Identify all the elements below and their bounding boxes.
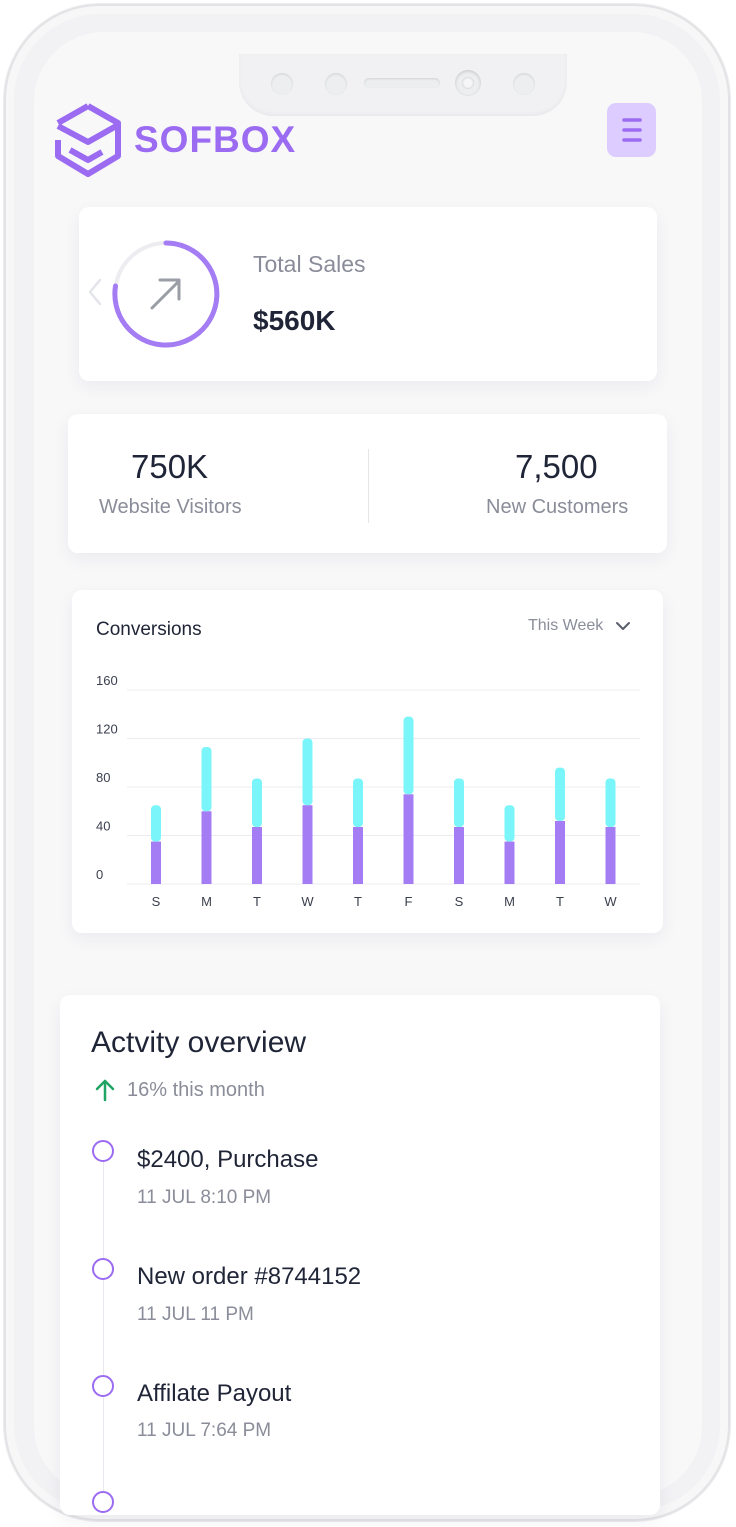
brand-name: SOFBOX xyxy=(134,119,297,160)
activity-item-title[interactable]: Affilate Payout xyxy=(137,1380,292,1407)
sensor-dot xyxy=(513,73,535,95)
timeline-dot xyxy=(92,1375,114,1397)
phone-notch xyxy=(239,54,567,116)
sensor-dot xyxy=(271,73,293,95)
range-dropdown-value: This Week xyxy=(528,617,604,634)
chart-bar-secondary xyxy=(302,738,313,806)
chart-y-tick-label: 160 xyxy=(96,673,118,688)
chart-bar-secondary xyxy=(353,778,363,828)
chart-x-tick-label: T xyxy=(556,894,564,909)
chart-bar-secondary xyxy=(252,778,262,828)
chart-x-tick-label: M xyxy=(504,894,515,909)
new-customers-value: 7,500 xyxy=(515,448,598,485)
chevron-down-icon xyxy=(616,622,631,630)
chart-bar-primary xyxy=(302,805,313,884)
chart-y-tick-label: 80 xyxy=(96,770,110,785)
activity-item-time: 11 JUL 8:10 PM xyxy=(137,1187,272,1208)
chart-y-tick-label: 120 xyxy=(96,722,118,737)
sales-progress-ring xyxy=(112,240,220,348)
arrow-up-icon xyxy=(95,1079,115,1102)
chart-bar-primary xyxy=(201,811,212,884)
brand-logo[interactable]: SOFBOX xyxy=(54,102,296,178)
chart-x-tick-label: T xyxy=(354,894,362,909)
chart-x-tick-label: F xyxy=(405,894,413,909)
activity-item-title[interactable]: $2400, Purchase xyxy=(137,1146,319,1173)
chart-x-tick-label: M xyxy=(201,894,212,909)
activity-trend-text: 16% this month xyxy=(127,1078,265,1101)
camera-lens xyxy=(455,70,481,96)
chart-y-tick-label: 0 xyxy=(96,867,103,882)
website-visitors-value: 750K xyxy=(131,448,209,485)
chart-bar-primary xyxy=(555,820,565,884)
timeline-dot xyxy=(92,1258,114,1280)
chart-bar-primary xyxy=(151,841,161,884)
activity-title: Actvity overview xyxy=(91,1026,307,1059)
chart-bar-primary xyxy=(403,794,414,884)
total-sales-card xyxy=(79,207,657,381)
chart-bar-secondary xyxy=(454,778,464,828)
cube-logo-icon xyxy=(55,103,121,177)
chevron-left-icon[interactable] xyxy=(87,278,103,306)
chart-x-tick-label: W xyxy=(604,894,617,909)
activity-item-title[interactable]: New order #8744152 xyxy=(137,1263,362,1290)
total-sales-value: $560K xyxy=(253,305,336,336)
chart-bar-secondary xyxy=(151,805,161,842)
chart-x-tick-label: W xyxy=(301,894,314,909)
chart-bar-secondary xyxy=(201,746,212,812)
activity-card xyxy=(60,995,660,1515)
arrow-up-right-icon xyxy=(150,278,181,310)
stats-divider xyxy=(368,449,369,523)
conversions-title: Conversions xyxy=(96,619,202,640)
new-customers-label: New Customers xyxy=(486,496,629,518)
timeline-dot xyxy=(92,1140,114,1162)
chart-bar-secondary xyxy=(555,767,565,821)
chart-bar-primary xyxy=(504,841,515,884)
chart-x-tick-label: S xyxy=(152,894,161,909)
timeline-dot xyxy=(92,1491,114,1513)
timeline-line xyxy=(103,1152,104,1512)
chart-y-tick-label: 40 xyxy=(96,819,110,834)
chart-x-tick-label: T xyxy=(253,894,261,909)
hamburger-menu-icon xyxy=(621,118,642,142)
chart-bar-primary xyxy=(353,827,363,884)
chart-bar-primary xyxy=(605,827,616,884)
stats-card xyxy=(68,414,667,553)
website-visitors-label: Website Visitors xyxy=(99,496,242,518)
chart-bar-secondary xyxy=(403,716,414,795)
range-dropdown[interactable]: This Week xyxy=(528,617,631,635)
chart-bar-primary xyxy=(252,827,262,884)
activity-item-time: 11 JUL 7:64 PM xyxy=(137,1420,272,1441)
chart-x-tick-label: S xyxy=(455,894,464,909)
chart-bar-secondary xyxy=(605,778,616,828)
sensor-dot xyxy=(325,73,347,95)
menu-button[interactable] xyxy=(607,103,656,157)
total-sales-label: Total Sales xyxy=(253,251,366,277)
chart-bar-primary xyxy=(454,827,464,884)
speaker-grille xyxy=(364,78,440,88)
activity-trend: 16% this month xyxy=(95,1078,265,1102)
chart-bar-secondary xyxy=(504,805,515,842)
activity-item-time: 11 JUL 11 PM xyxy=(137,1304,254,1325)
